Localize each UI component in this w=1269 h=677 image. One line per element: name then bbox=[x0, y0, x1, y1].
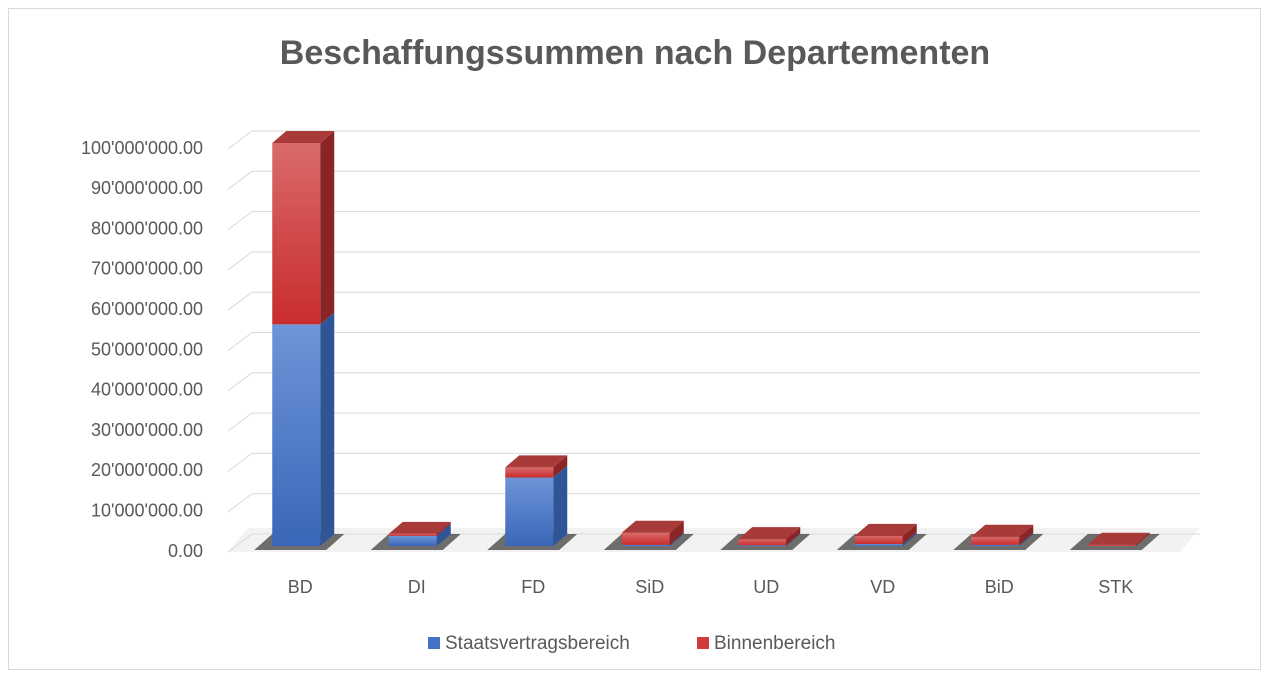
bar-top bbox=[854, 523, 917, 536]
bar-side bbox=[786, 533, 801, 546]
y-tick-label: 0.00 bbox=[168, 541, 203, 561]
bar-segment bbox=[272, 324, 321, 546]
bar-top bbox=[621, 520, 684, 533]
grid-line bbox=[227, 493, 1200, 513]
bar-top bbox=[971, 524, 1034, 537]
bar-side bbox=[553, 455, 568, 478]
bar-side bbox=[1135, 532, 1150, 546]
x-tick-label: BiD bbox=[985, 577, 1014, 597]
grid-line bbox=[227, 211, 1200, 231]
bar-side bbox=[1019, 524, 1034, 545]
legend-label: Staatsvertragsbereich bbox=[445, 633, 630, 654]
grid-line bbox=[227, 170, 1200, 190]
bar-segment bbox=[738, 539, 787, 546]
bar-top bbox=[738, 527, 801, 540]
x-tick-label: FD bbox=[521, 577, 545, 597]
bar-side bbox=[669, 532, 684, 546]
x-tick-label: UD bbox=[753, 577, 779, 597]
legend-label: Binnenbereich bbox=[714, 633, 835, 654]
bar-side bbox=[902, 531, 917, 546]
y-tick-label: 70'000'000.00 bbox=[91, 259, 203, 279]
y-tick-label: 20'000'000.00 bbox=[91, 460, 203, 480]
bar-segment bbox=[971, 536, 1020, 545]
bar-side bbox=[553, 465, 568, 546]
bar-segment bbox=[272, 143, 321, 325]
grid-line bbox=[227, 251, 1200, 271]
bar-side bbox=[669, 520, 684, 545]
y-tick-label: 50'000'000.00 bbox=[91, 339, 203, 359]
bar-segment bbox=[738, 545, 787, 546]
x-tick-label: SiD bbox=[635, 577, 664, 597]
x-tick-label: STK bbox=[1098, 577, 1133, 597]
bar-side bbox=[786, 527, 801, 546]
y-tick-label: 10'000'000.00 bbox=[91, 500, 203, 520]
bar-segment bbox=[388, 535, 437, 546]
bar-segment bbox=[1087, 544, 1136, 546]
y-tick-label: 60'000'000.00 bbox=[91, 299, 203, 319]
bar-side bbox=[436, 523, 451, 546]
x-tick-label: BD bbox=[288, 577, 313, 597]
bar-segment bbox=[971, 544, 1020, 546]
x-tick-label: DI bbox=[408, 577, 426, 597]
bar-segment bbox=[621, 532, 670, 545]
chart-title: Beschaffungssummen nach Departementen bbox=[280, 34, 990, 72]
grid-line bbox=[227, 291, 1200, 311]
y-tick-label: 40'000'000.00 bbox=[91, 380, 203, 400]
legend-swatch bbox=[697, 637, 709, 649]
legend-swatch bbox=[428, 637, 440, 649]
bar-side bbox=[902, 523, 917, 544]
y-tick-label: 30'000'000.00 bbox=[91, 420, 203, 440]
bar-segment bbox=[505, 467, 554, 478]
y-tick-label: 80'000'000.00 bbox=[91, 218, 203, 238]
bar-segment bbox=[621, 544, 670, 546]
grid-line bbox=[227, 412, 1200, 432]
bar-top bbox=[505, 455, 568, 468]
bar-top bbox=[1087, 532, 1150, 545]
bar-side bbox=[320, 312, 335, 546]
grid-line bbox=[227, 332, 1200, 351]
grid-line bbox=[227, 452, 1200, 472]
x-tick-label: VD bbox=[870, 577, 895, 597]
bar-side bbox=[436, 521, 451, 536]
y-tick-label: 90'000'000.00 bbox=[91, 178, 203, 198]
bar-side bbox=[1019, 532, 1034, 546]
bar-top bbox=[388, 521, 451, 534]
bar-segment bbox=[854, 543, 903, 546]
bar-segment bbox=[854, 535, 903, 544]
grid-line bbox=[227, 130, 1200, 150]
bar-side bbox=[320, 131, 335, 325]
grid-line bbox=[227, 372, 1200, 392]
y-tick-label: 100'000'000.00 bbox=[81, 138, 203, 158]
chart-border bbox=[8, 8, 1261, 670]
bar-segment bbox=[505, 477, 554, 546]
bar-top bbox=[272, 131, 335, 143]
bar-segment bbox=[388, 533, 437, 536]
